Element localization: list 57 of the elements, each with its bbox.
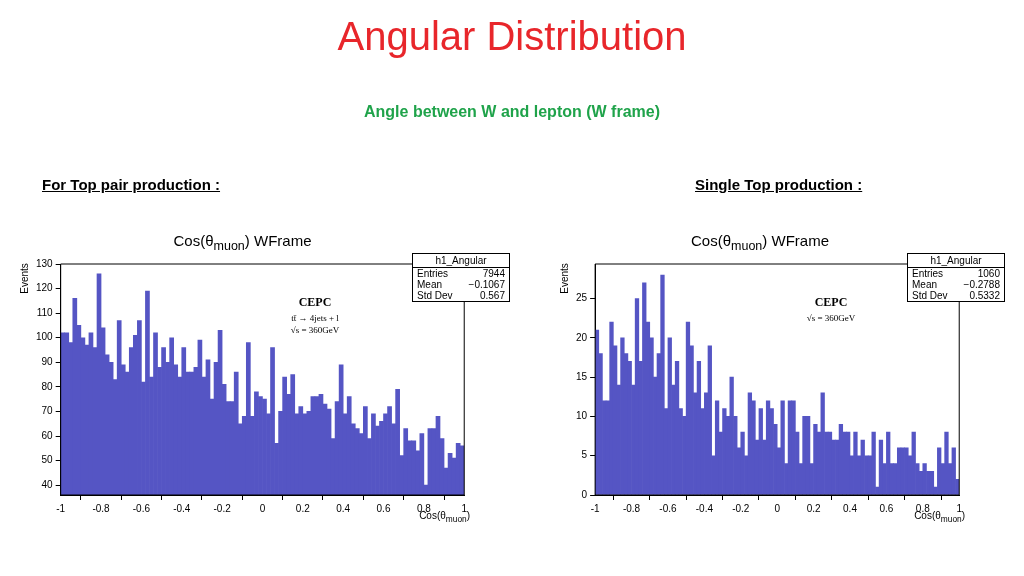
y-tick-label: 50 bbox=[41, 454, 54, 466]
y-tick-label: 100 bbox=[36, 331, 54, 343]
x-tick-label: 0.2 bbox=[806, 502, 821, 514]
text: Entries 7944 bbox=[417, 268, 505, 279]
y-tick-label: 60 bbox=[41, 429, 54, 441]
y-tick-label: 120 bbox=[36, 282, 54, 294]
x-tick-label: 1 bbox=[956, 502, 963, 514]
y-axis-title: Events bbox=[558, 263, 570, 294]
text: Angle between W and lepton (W frame) bbox=[363, 103, 661, 121]
x-tick-label: 0 bbox=[259, 502, 266, 514]
x-tick-label: 0.6 bbox=[376, 502, 391, 514]
x-tick-label: -0.8 bbox=[622, 502, 641, 514]
y-tick-label: 0 bbox=[581, 488, 588, 500]
annotation: h1_Angular bbox=[413, 254, 509, 268]
y-tick-label: 10 bbox=[576, 410, 588, 422]
y-tick-label: 20 bbox=[576, 331, 588, 343]
x-tick-label: -0.2 bbox=[732, 502, 750, 514]
annotation: h1_Angular bbox=[908, 254, 1004, 268]
text: Std Dev 0.567 bbox=[417, 290, 505, 301]
x-tick-label: 0.2 bbox=[295, 502, 311, 514]
x-tick-label: -0.8 bbox=[92, 502, 111, 514]
chart-title: Cos(θ$_{muon}$) WFrame bbox=[172, 232, 313, 253]
x-tick-label: -0.6 bbox=[132, 502, 151, 514]
y-tick-label: 40 bbox=[41, 478, 54, 490]
x-tick-label: 0.4 bbox=[336, 502, 351, 514]
text: Mean −0.1067 bbox=[417, 279, 505, 290]
x-tick-label: -0.2 bbox=[213, 502, 232, 514]
x-tick-label: 0.6 bbox=[879, 502, 894, 514]
y-tick-label: 25 bbox=[576, 292, 588, 304]
annotation: CEPC bbox=[813, 295, 849, 310]
x-tick-label: -1 bbox=[56, 502, 66, 514]
text: Angular Distribution bbox=[336, 14, 688, 59]
x-tick-label: -1 bbox=[590, 502, 600, 514]
x-tick-label: 0 bbox=[774, 502, 781, 514]
x-tick-label: -0.4 bbox=[695, 502, 714, 514]
text: Std Dev 0.5332 bbox=[912, 290, 1000, 301]
x-tick-label: -0.6 bbox=[659, 502, 677, 514]
chart-title: Cos(θ$_{muon}$) WFrame bbox=[690, 232, 830, 253]
y-tick-label: 80 bbox=[41, 380, 54, 392]
x-tick-label: 1 bbox=[461, 502, 468, 514]
x-tick-label: -0.4 bbox=[173, 502, 191, 514]
y-tick-label: 110 bbox=[36, 306, 54, 318]
text: Entries 1060 bbox=[912, 268, 1000, 279]
y-tick-label: 5 bbox=[581, 449, 588, 461]
text: Mean −0.2788 bbox=[912, 279, 1000, 290]
y-tick-label: 15 bbox=[576, 370, 588, 382]
y-axis-title: Events bbox=[18, 263, 30, 294]
y-tick-label: 70 bbox=[41, 405, 54, 417]
y-tick-label: 90 bbox=[41, 356, 54, 368]
annotation: CEPC bbox=[297, 295, 333, 310]
annotation: tt̄ → 4jets + l bbox=[290, 313, 340, 323]
y-tick-label: 130 bbox=[36, 257, 54, 269]
annotation: √s = 360GeV bbox=[289, 325, 341, 335]
annotation: √s = 360GeV bbox=[805, 313, 857, 323]
chart-subtitle: Single Top production : bbox=[695, 176, 863, 193]
chart-subtitle: For Top pair production : bbox=[42, 176, 221, 193]
x-tick-label: 0.4 bbox=[843, 502, 858, 514]
